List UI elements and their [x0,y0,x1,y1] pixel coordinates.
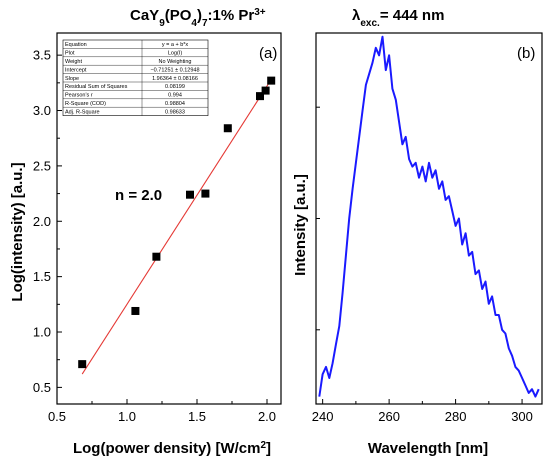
x-tick-label: 240 [312,409,334,424]
excitation-wavelength: λexc.= 444 nm [352,7,444,29]
stats-value: No Weighting [159,59,192,65]
stats-value: Log(I) [168,51,183,57]
panel-a-fit [81,79,272,375]
stats-table-frame [62,39,209,116]
figure-title: CaY9(PO4)7:1% Pr3+ λexc.= 444 nm [130,7,444,29]
stats-label: Slope [65,76,79,82]
y-tick-label: 2.0 [33,214,51,229]
panel-a-y-axis-title: Log(intensity) [a.u.] [9,162,26,301]
stats-value: y = a + b*x [162,42,189,48]
data-point [152,252,161,261]
panel-b-ticks: 240 260 280 300 [312,106,533,424]
y-tick-label: 3.0 [33,103,51,118]
stats-table: Equation y = a + b*x Plot Log(I) Weight No We… [62,39,209,116]
data-point [223,124,232,133]
y-tick-label: 1.5 [33,269,51,284]
panel-a-plot-frame [56,32,282,405]
data-point [186,190,194,199]
panel-b-label: (b) [517,45,535,62]
panel-a-label: (a) [259,45,277,62]
stats-label: Residual Sum of Squares [65,84,128,90]
data-point [261,86,270,95]
stats-value: 0.994 [168,93,182,99]
y-tick-label: 0.5 [33,380,51,395]
x-tick-label: 2.0 [258,409,276,424]
fit-line [81,79,272,375]
panel-b-x-axis-title: Wavelength [nm] [368,440,488,457]
stats-value: 0.08199 [165,84,185,90]
panel-a-power-dependence: 0.5 1.0 1.5 2.0 0.5 1.0 1.5 2.0 2.5 3.0 3.5 Equati… [9,32,282,458]
compound-formula: CaY9(PO4)7:1% Pr3+ [130,7,266,29]
stats-value: 0.98633 [165,109,185,115]
x-tick-label: 1.0 [118,409,136,424]
x-tick-label: 280 [445,409,467,424]
data-point [201,189,210,198]
x-tick-label: 300 [511,409,533,424]
stats-label: Weight [65,59,82,65]
stats-label: Equation [65,42,87,48]
stats-label: R-Square (COD) [65,101,106,107]
y-tick-label: 1.0 [33,325,51,340]
stats-label: Plot [65,51,75,57]
slope-annotation: n = 2.0 [115,187,162,204]
stats-value: −0.71251 ± 0.12948 [150,67,199,73]
x-tick-label: 260 [378,409,400,424]
y-tick-label: 2.5 [33,158,51,173]
panel-a-points [78,76,276,369]
stats-label: Adj. R-Square [65,109,100,115]
x-tick-label: 0.5 [48,409,66,424]
stats-label: Intercept [65,67,87,73]
x-tick-label: 1.5 [188,409,206,424]
y-tick-label: 3.5 [33,48,51,63]
data-point [267,76,276,85]
panel-a-x-axis-title: Log(power density) [W/cm2] [73,440,271,458]
data-point [131,306,140,315]
data-point [78,360,87,369]
panel-b-spectrum [318,35,540,398]
panel-a-ticks: 0.5 1.0 1.5 2.0 0.5 1.0 1.5 2.0 2.5 3.0 3.5 [33,48,276,424]
stats-label: Pearson's r [65,93,93,99]
panel-b-y-axis-title: Intensity [a.u.] [292,174,309,276]
panel-b-emission-spectrum: 240 260 280 300 (b) Intensity [a.u.] Wavele… [292,32,543,457]
stats-value: 1.96364 ± 0.08166 [152,76,198,82]
spectrum-line [318,35,540,398]
stats-value: 0.98804 [165,101,185,107]
data-point [256,92,264,101]
